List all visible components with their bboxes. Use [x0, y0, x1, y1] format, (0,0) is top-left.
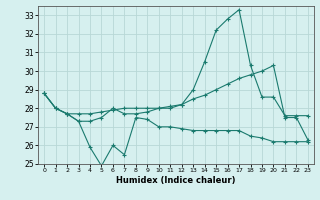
X-axis label: Humidex (Indice chaleur): Humidex (Indice chaleur)	[116, 176, 236, 185]
